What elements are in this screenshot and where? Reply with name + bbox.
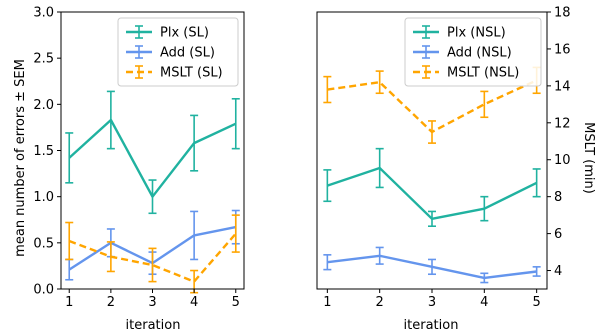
right-y-tick-label: 16	[554, 42, 571, 57]
right-y-tick-label: 18	[554, 6, 571, 21]
left-legend: Plx (SL) Add (SL) MSLT (SL)	[117, 17, 239, 87]
left-legend-label: Plx (SL)	[160, 26, 209, 41]
right-x-axis-label: iteration	[404, 318, 459, 333]
left-panel: mean number of errors ± SEM iteration 1 2…	[13, 6, 245, 333]
right-series-2	[323, 246, 541, 284]
right-x-tick-label: 2	[376, 295, 384, 310]
right-y-tick-label: 14	[554, 79, 571, 94]
right-x-tick-label: 3	[428, 295, 436, 310]
right-series-1	[323, 147, 541, 228]
left-series-1-line	[68, 118, 237, 198]
right-legend-label: Plx (NSL)	[447, 26, 506, 41]
right-y-tick-label: 10	[554, 153, 571, 168]
left-legend-label: Add (SL)	[160, 46, 215, 61]
left-series-1	[65, 90, 240, 215]
right-y-tick-label: 4	[554, 264, 562, 279]
right-legend-label: MSLT (NSL)	[447, 66, 519, 81]
right-series-1-line	[327, 166, 538, 221]
left-y-tick-label: 0.5	[33, 236, 54, 251]
left-y-tick-label: 1.5	[33, 144, 54, 159]
right-y-tick-label: 6	[554, 227, 562, 242]
left-legend-box	[117, 17, 239, 87]
right-x-tick-label: 5	[533, 295, 541, 310]
right-series-3-line	[327, 79, 538, 134]
left-x-tick-label: 5	[232, 295, 240, 310]
right-y-tick-label: 12	[554, 116, 571, 131]
right-y-axis-label: MSLT (min)	[581, 122, 596, 194]
left-y-tick-label: 2.5	[33, 52, 54, 67]
left-y-tick-label: 3.0	[33, 6, 54, 21]
right-legend: Plx (NSL) Add (NSL) MSLT (NSL)	[404, 17, 542, 87]
left-x-axis-label: iteration	[126, 318, 181, 333]
left-x-tick-label: 4	[190, 295, 198, 310]
right-series-2-line	[327, 254, 537, 280]
right-legend-box	[404, 17, 542, 87]
left-y-tick-label: 2.0	[33, 98, 54, 113]
left-y-axis-label: mean number of errors ± SEM	[13, 59, 28, 257]
left-legend-label: MSLT (SL)	[160, 66, 223, 81]
left-x-tick-label: 3	[148, 295, 156, 310]
right-y-tick-label: 8	[554, 190, 562, 205]
right-panel: MSLT (min) iteration 1 2 3 4 54681012141618 …	[316, 6, 596, 333]
left-x-tick-label: 1	[65, 295, 73, 310]
right-legend-label: Add (NSL)	[447, 46, 512, 61]
right-x-tick-label: 4	[480, 295, 488, 310]
left-x-tick-label: 2	[107, 295, 115, 310]
left-y-tick-label: 1.0	[33, 190, 54, 205]
right-x-tick-label: 1	[323, 295, 331, 310]
left-y-tick-label: 0.0	[33, 283, 54, 298]
